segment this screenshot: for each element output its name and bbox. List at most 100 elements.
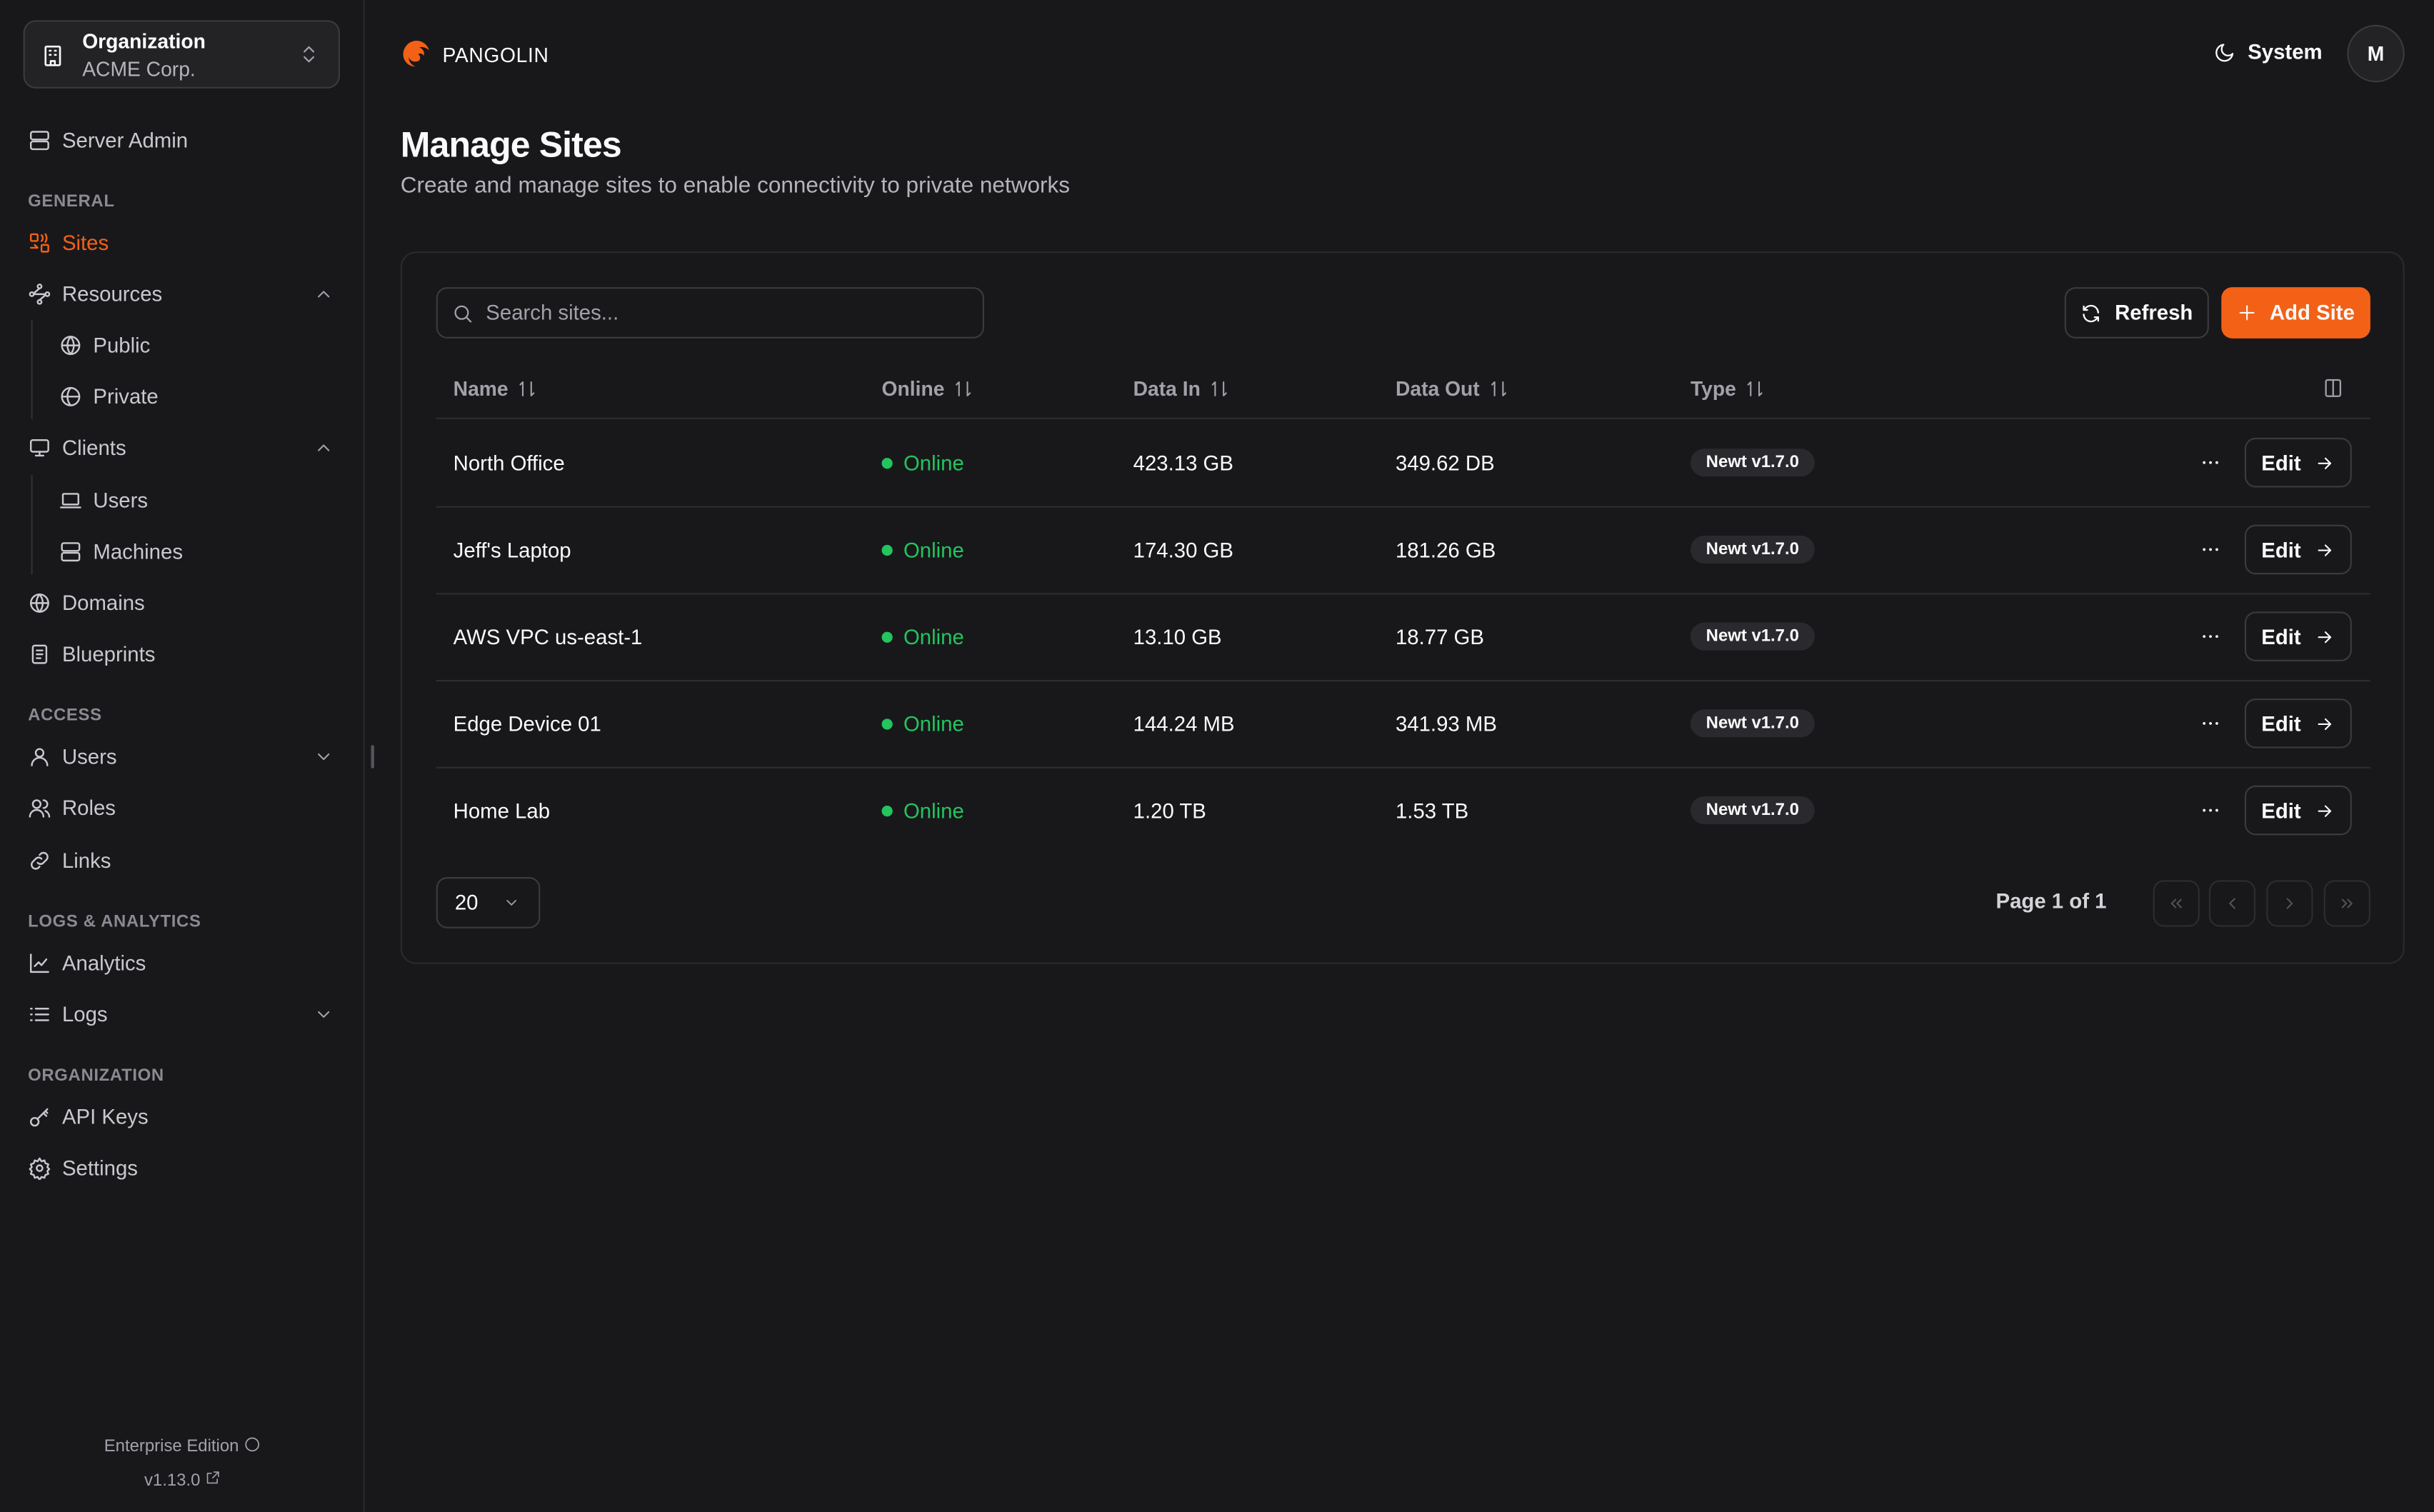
sidebar-item-private[interactable]: Private: [59, 381, 159, 411]
sort-icon: [956, 381, 972, 396]
first-page-button[interactable]: [2153, 880, 2200, 927]
edit-button[interactable]: Edit: [2244, 699, 2352, 749]
label: Domains: [61, 591, 145, 614]
chevrons-right-icon: [2341, 898, 2353, 908]
org-selector[interactable]: Organization ACME Corp.: [23, 20, 340, 89]
plus-icon: [2239, 305, 2255, 321]
sidebar-item-clients[interactable]: Clients: [28, 431, 126, 462]
more-actions-button[interactable]: [2200, 593, 2221, 680]
label: Users: [93, 488, 149, 512]
sidebar-item-analytics[interactable]: Analytics: [28, 947, 146, 978]
gear-icon: [29, 1156, 51, 1179]
sidebar-item-client-users[interactable]: Users: [59, 484, 148, 515]
sort-icon: [520, 381, 536, 396]
sidebar-item-blueprints[interactable]: Blueprints: [28, 638, 155, 669]
version-link[interactable]: v1.13.0: [0, 1470, 365, 1491]
page-subtitle: Create and manage sites to enable connec…: [400, 174, 1071, 199]
sidebar-item-sites[interactable]: Sites: [28, 226, 109, 257]
sidebar-item-domains[interactable]: Domains: [28, 587, 145, 618]
sidebar-item-resources[interactable]: Resources: [28, 278, 162, 309]
avatar[interactable]: M: [2347, 24, 2405, 83]
sidebar-item-users[interactable]: Users: [28, 741, 117, 771]
waypoints-icon: [29, 282, 51, 304]
ellipsis-icon: [2203, 548, 2218, 551]
sidebar-item-roles[interactable]: Roles: [28, 791, 116, 822]
more-actions-button[interactable]: [2200, 680, 2221, 767]
type-badge: Newt v1.7.0: [1690, 622, 1815, 651]
building-icon: [44, 45, 61, 66]
site-name: Jeff's Laptop: [453, 538, 571, 561]
column-name[interactable]: Name: [454, 377, 538, 401]
column-type[interactable]: Type: [1691, 377, 1766, 401]
chevrons-left-icon: [2170, 898, 2182, 908]
chevron-up-icon[interactable]: [314, 438, 334, 458]
server-icon: [29, 130, 49, 150]
status-text: Online: [903, 451, 964, 475]
section-organization: ORGANIZATION: [28, 1066, 164, 1086]
section-logs: LOGS & ANALYTICS: [28, 913, 201, 932]
laptop-icon: [60, 492, 81, 508]
edit-button[interactable]: Edit: [2244, 524, 2352, 575]
edit-label: Edit: [2261, 711, 2301, 736]
add-site-button[interactable]: Add Site: [2221, 287, 2370, 339]
label: Links: [61, 848, 111, 872]
sort-icon: [1748, 381, 1763, 396]
label: Blueprints: [61, 641, 156, 666]
status-text: Online: [903, 624, 964, 649]
sites-card: Search sites... Refresh Add Site Name On…: [400, 251, 2405, 964]
github-icon: [245, 1437, 259, 1452]
more-actions-button[interactable]: [2200, 767, 2221, 854]
next-page-button[interactable]: [2266, 880, 2313, 927]
sidebar-item-settings[interactable]: Settings: [28, 1152, 138, 1183]
edit-button[interactable]: Edit: [2244, 785, 2352, 836]
refresh-label: Refresh: [2115, 301, 2193, 325]
table-row: North Office Online 423.13 GB 349.62 DB Newt…: [436, 419, 2370, 506]
last-page-button[interactable]: [2323, 880, 2370, 927]
edit-button[interactable]: Edit: [2244, 437, 2352, 488]
chevron-up-icon[interactable]: [314, 284, 334, 304]
label: Clients: [61, 435, 126, 459]
theme-toggle[interactable]: System: [2213, 41, 2323, 64]
sidebar-item-machines[interactable]: Machines: [59, 536, 183, 566]
label: Server Admin: [61, 128, 189, 151]
search-input[interactable]: Search sites...: [436, 287, 984, 339]
column-data-out[interactable]: Data Out: [1396, 377, 1509, 401]
status-online: Online: [881, 593, 964, 680]
columns-icon[interactable]: [2323, 377, 2344, 399]
label: Analytics: [61, 951, 146, 974]
add-site-label: Add Site: [2269, 301, 2355, 325]
edit-button[interactable]: Edit: [2244, 611, 2352, 661]
sidebar-item-public[interactable]: Public: [59, 329, 150, 360]
globe-icon: [29, 592, 49, 612]
status-dot: [881, 544, 893, 556]
sidebar-item-api-keys[interactable]: API Keys: [28, 1101, 149, 1131]
more-actions-button[interactable]: [2200, 419, 2221, 506]
edit-label: Edit: [2261, 798, 2301, 822]
org-name: ACME Corp.: [82, 57, 196, 81]
sidebar-resize-handle[interactable]: [371, 745, 374, 768]
user-icon: [31, 747, 49, 766]
edit-label: Edit: [2261, 538, 2301, 561]
column-online[interactable]: Online: [882, 377, 974, 401]
arrow-right-icon: [2318, 456, 2332, 469]
key-icon: [29, 1107, 49, 1126]
search-placeholder: Search sites...: [486, 301, 619, 325]
refresh-button[interactable]: Refresh: [2064, 287, 2209, 339]
more-actions-button[interactable]: [2200, 506, 2221, 594]
column-data-in[interactable]: Data In: [1133, 377, 1231, 401]
page-size-select[interactable]: 20: [436, 877, 541, 928]
prev-page-button[interactable]: [2208, 880, 2256, 927]
server-icon: [61, 541, 81, 561]
site-name: AWS VPC us-east-1: [453, 624, 643, 649]
ellipsis-icon: [2203, 808, 2218, 812]
sidebar-item-links[interactable]: Links: [28, 844, 111, 875]
tree-line: [31, 475, 33, 575]
divider: [436, 417, 2370, 419]
sidebar-item-server-admin[interactable]: Server Admin: [28, 124, 188, 155]
label: Private: [93, 384, 159, 408]
chevron-down-icon[interactable]: [314, 746, 334, 766]
edition-link[interactable]: Enterprise Edition: [0, 1436, 365, 1456]
status-text: Online: [903, 711, 964, 736]
chevron-down-icon[interactable]: [314, 1004, 334, 1024]
sidebar-item-logs[interactable]: Logs: [28, 998, 108, 1029]
